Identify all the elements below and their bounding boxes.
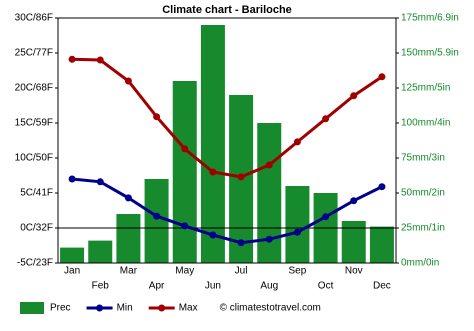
marker (237, 173, 245, 181)
y2-tick-label: 100mm/4in (401, 118, 450, 129)
marker (237, 239, 245, 247)
line (72, 57, 383, 179)
y-tick-label: 20C/68F (15, 83, 53, 94)
y-tick-label: 30C/86F (15, 13, 53, 24)
x-tick-label: Nov (345, 266, 363, 277)
marker (378, 183, 386, 191)
marker (265, 161, 273, 169)
x-tick-label: Dec (373, 281, 391, 292)
y-tick-label: 10C/50F (15, 153, 53, 164)
marker (124, 77, 132, 85)
bar (172, 81, 197, 263)
y2-tick-label: 0mm/0in (401, 258, 439, 269)
y-tick-label: 25C/77F (15, 48, 53, 59)
credit: © climatestotravel.com (220, 303, 321, 314)
marker (322, 115, 330, 123)
marker (209, 168, 217, 176)
marker (68, 175, 76, 183)
y2-tick-label: 175mm/6.9in (401, 13, 459, 24)
plot-frame (57, 17, 397, 264)
marker (293, 138, 301, 146)
line (71, 177, 383, 245)
marker (153, 113, 161, 121)
y2-tick-label: 75mm/3in (401, 153, 445, 164)
y2-tick-label: 125mm/5in (401, 83, 450, 94)
x-tick-label: Sep (289, 266, 307, 277)
x-tick-label: Apr (149, 281, 165, 292)
bar (341, 221, 366, 263)
x-tick-label: Feb (92, 281, 110, 292)
y2-tick-label: 25mm/1in (401, 223, 445, 234)
marker (181, 145, 189, 153)
marker (322, 213, 330, 221)
y-tick-label: 0C/32F (20, 223, 53, 234)
legend-marker (158, 304, 166, 312)
marker (153, 212, 161, 220)
bar (144, 179, 169, 263)
x-tick-label: Mar (120, 266, 138, 277)
y-tick-label: -5C/23F (17, 258, 53, 269)
x-tick-label: Oct (318, 281, 334, 292)
legend-swatch (20, 302, 44, 314)
x-tick-label: May (175, 266, 194, 277)
bar (369, 226, 394, 263)
bar (116, 214, 141, 263)
bar (88, 240, 113, 263)
y-tick-label: 5C/41F (20, 188, 53, 199)
marker (181, 222, 189, 230)
marker (96, 178, 104, 186)
marker (293, 228, 301, 236)
legend-label: Prec (50, 303, 71, 314)
marker (350, 92, 358, 100)
legend-label: Min (117, 303, 133, 314)
bar (285, 186, 310, 263)
bar (200, 25, 225, 263)
marker (350, 197, 358, 205)
marker (209, 231, 217, 239)
marker (68, 55, 76, 63)
marker (96, 56, 104, 64)
y2-tick-label: 50mm/2in (401, 188, 445, 199)
x-tick-label: Aug (260, 281, 278, 292)
y2-tick-label: 150mm/5.9in (401, 48, 459, 59)
chart-title: Climate chart - Bariloche (162, 4, 292, 16)
marker (378, 73, 386, 81)
legend-marker (96, 304, 104, 312)
x-tick-label: Jun (205, 281, 221, 292)
x-tick-label: Jul (235, 266, 248, 277)
marker (265, 235, 273, 243)
x-tick-label: Jan (64, 266, 80, 277)
marker (124, 194, 132, 202)
bar (60, 247, 85, 263)
legend-label: Max (179, 303, 198, 314)
y-tick-label: 15C/59F (15, 118, 53, 129)
